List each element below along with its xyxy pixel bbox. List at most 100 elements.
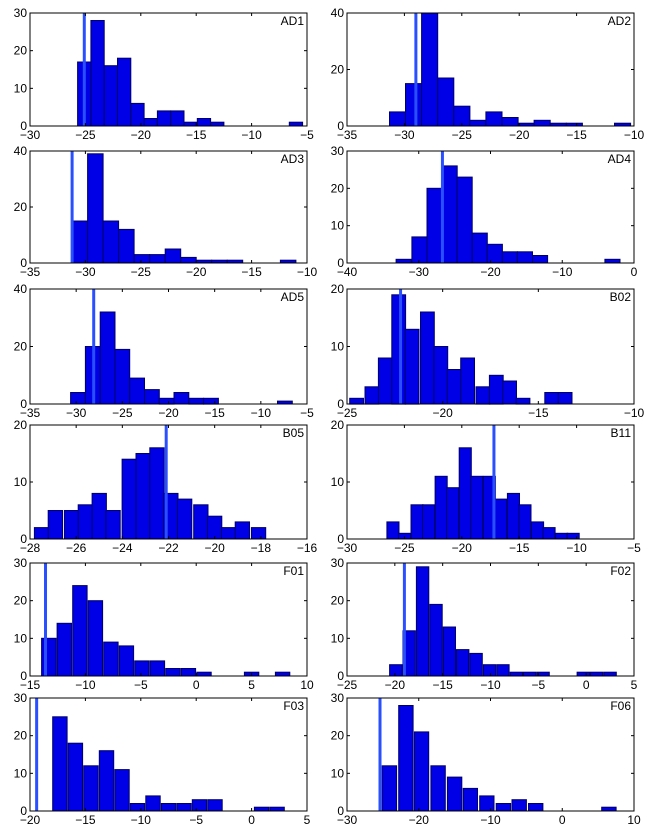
x-tick-label: −25 (394, 541, 415, 555)
x-tick-label: −10 (566, 541, 587, 555)
y-tick-label: 20 (14, 44, 28, 58)
histogram-bar (210, 121, 225, 127)
panel-title: AD3 (281, 152, 305, 166)
histogram-bar (576, 671, 590, 677)
histogram-panel-b02: −25 −20 −15 −10 0 10 20 B02 (331, 282, 645, 420)
panel-title: B11 (611, 426, 632, 440)
panel-title: AD2 (608, 14, 632, 28)
y-tick-label: 40 (14, 282, 28, 296)
histogram-bar (420, 311, 435, 405)
x-tick-label: −20 (385, 678, 406, 692)
x-tick-label: −20 (186, 265, 207, 279)
histogram-bar (90, 20, 105, 127)
x-tick-label: −30 (75, 265, 96, 279)
x-tick-label: −10 (480, 678, 501, 692)
histogram-bar (143, 118, 158, 127)
histogram-bar (501, 251, 518, 264)
axes-box (346, 12, 635, 127)
histogram-bar (98, 750, 115, 812)
histogram-bar (421, 12, 439, 127)
histogram-bar (288, 121, 304, 127)
histogram-bar (103, 641, 119, 677)
x-tick-label: −24 (112, 541, 133, 555)
histogram-panel-ad2: −35 −30 −25 −20 −15 −10 0 20 40 AD2 (331, 6, 645, 142)
histogram-bar (71, 220, 89, 264)
histogram-bar (470, 475, 484, 540)
x-tick-label: −35 (20, 265, 41, 279)
y-tick-label: 30 (331, 144, 345, 158)
x-tick-label: 5 (248, 678, 255, 692)
x-tick-label: −22 (158, 541, 179, 555)
x-tick-label: −5 (300, 406, 314, 420)
y-tick-label: 40 (14, 144, 28, 158)
histogram-bar (391, 294, 407, 405)
histogram-bar (41, 637, 57, 677)
histogram-bar (160, 803, 177, 812)
x-tick-label: −30 (66, 406, 87, 420)
x-tick-label: −5 (134, 678, 148, 692)
x-tick-label: 0 (559, 813, 566, 827)
histogram-bar (518, 504, 532, 540)
axes-box (29, 12, 308, 127)
y-tick-label: 0 (20, 119, 27, 133)
histogram-bar (604, 258, 621, 264)
y-tick-label: 10 (331, 766, 345, 780)
histogram-bar (91, 492, 107, 540)
y-tick-label: 20 (331, 418, 345, 432)
x-tick-label: −15 (528, 406, 549, 420)
histogram-bar (145, 795, 161, 812)
x-tick-label: −40 (337, 265, 358, 279)
histogram-panel-ad5: −35 −30 −25 −20 −15 −10 −5 0 20 40 AD5 (14, 282, 315, 420)
histogram-bar (433, 346, 449, 405)
histogram-bar (207, 515, 223, 540)
histogram-bar (33, 527, 50, 540)
x-tick-label: −5 (300, 128, 314, 142)
histogram-bar (479, 795, 495, 812)
y-tick-label: 0 (337, 256, 344, 270)
y-tick-label: 30 (331, 691, 345, 705)
y-tick-label: 0 (337, 532, 344, 546)
x-tick-label: −18 (251, 541, 272, 555)
y-tick-label: 10 (14, 81, 28, 95)
x-tick-label: 0 (583, 678, 590, 692)
histogram-bar (377, 357, 393, 405)
histogram-bar (63, 510, 80, 540)
histogram-bar (180, 668, 197, 677)
histogram-bar (220, 527, 237, 540)
histogram-bar (557, 392, 573, 405)
x-tick-label: −20 (480, 265, 501, 279)
panel-title: F03 (283, 699, 304, 713)
panel-title: F01 (283, 564, 304, 578)
histogram-bar (469, 652, 483, 677)
histogram-bar (67, 742, 84, 812)
histogram-bar (56, 622, 72, 677)
histogram-bar (170, 110, 185, 127)
x-tick-label: −10 (624, 406, 645, 420)
histogram-bar (203, 397, 219, 405)
histogram-bar (506, 492, 520, 540)
histogram-bar (102, 220, 120, 264)
histogram-bar (456, 176, 473, 264)
histogram-bar (429, 603, 443, 677)
x-tick-label: −10 (241, 128, 262, 142)
histogram-bar (446, 369, 462, 405)
histogram-bar (250, 527, 267, 540)
histogram-bar (495, 803, 512, 812)
histogram-bar (129, 803, 146, 812)
histogram-panel-b11: −30 −25 −20 −15 −10 −5 0 10 20 B11 (331, 418, 642, 555)
histogram-bar (411, 236, 428, 264)
histogram-bar (253, 806, 270, 812)
histogram-bar (398, 705, 414, 812)
histogram-bar (386, 521, 400, 540)
histogram-bar (188, 397, 205, 405)
histogram-bar (389, 111, 407, 127)
axes-box (29, 562, 308, 677)
histogram-bar (234, 521, 250, 540)
x-tick-label: −28 (20, 541, 41, 555)
x-tick-label: 10 (300, 678, 314, 692)
histogram-bar (114, 769, 130, 812)
histogram-bar (532, 255, 549, 264)
histogram-bar (555, 532, 569, 540)
panel-title: AD4 (608, 152, 632, 166)
x-tick-label: −5 (627, 541, 641, 555)
